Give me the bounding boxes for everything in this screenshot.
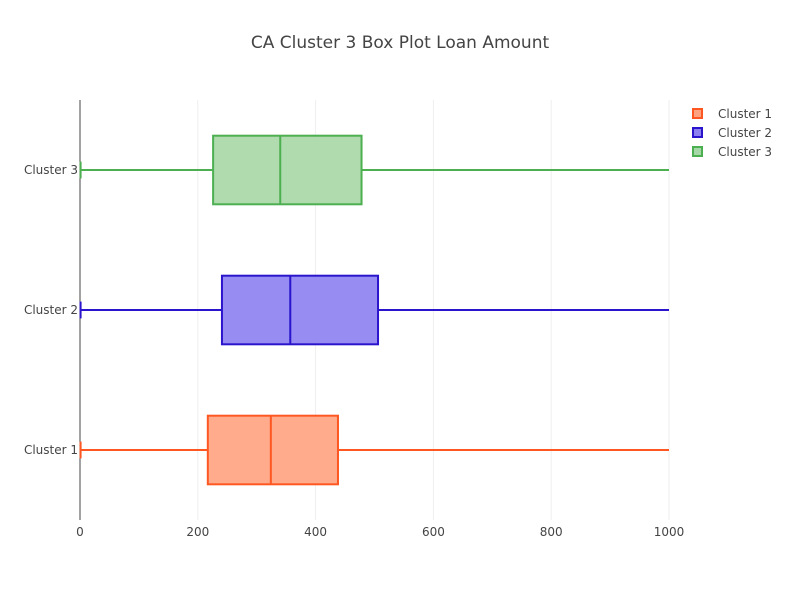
legend-swatch bbox=[692, 127, 703, 138]
legend-label: Cluster 1 bbox=[718, 106, 773, 121]
legend-label: Cluster 3 bbox=[718, 144, 773, 159]
legend-item-cluster-3[interactable]: Cluster 3 bbox=[692, 142, 772, 161]
box-cluster-3 bbox=[79, 134, 669, 206]
iqr-box bbox=[220, 274, 380, 346]
x-tick-label: 600 bbox=[422, 525, 445, 539]
legend-item-cluster-2[interactable]: Cluster 2 bbox=[692, 123, 772, 142]
x-tick-label: 1000 bbox=[654, 525, 685, 539]
legend-swatch bbox=[692, 146, 703, 157]
tick-labels: 0 200 400 600 800 1000 Cluster 1 Cluster 2 Clust… bbox=[24, 163, 684, 539]
legend-swatch bbox=[692, 108, 703, 119]
y-tick-label: Cluster 1 bbox=[24, 443, 78, 457]
x-tick-label: 0 bbox=[76, 525, 84, 539]
y-tick-label: Cluster 3 bbox=[24, 163, 78, 177]
chart-title: CA Cluster 3 Box Plot Loan Amount bbox=[250, 33, 550, 53]
legend-label: Cluster 2 bbox=[718, 125, 773, 140]
x-tick-label: 800 bbox=[540, 525, 563, 539]
legend: Cluster 1 Cluster 2 Cluster 3 bbox=[692, 104, 772, 161]
boxes bbox=[79, 134, 669, 486]
legend-item-cluster-1[interactable]: Cluster 1 bbox=[692, 104, 772, 123]
box-cluster-1 bbox=[79, 414, 669, 486]
iqr-box bbox=[206, 414, 339, 486]
iqr-box bbox=[212, 134, 363, 206]
x-tick-label: 400 bbox=[304, 525, 327, 539]
y-tick-label: Cluster 2 bbox=[24, 303, 78, 317]
box-cluster-2 bbox=[79, 274, 669, 346]
x-tick-label: 200 bbox=[186, 525, 209, 539]
